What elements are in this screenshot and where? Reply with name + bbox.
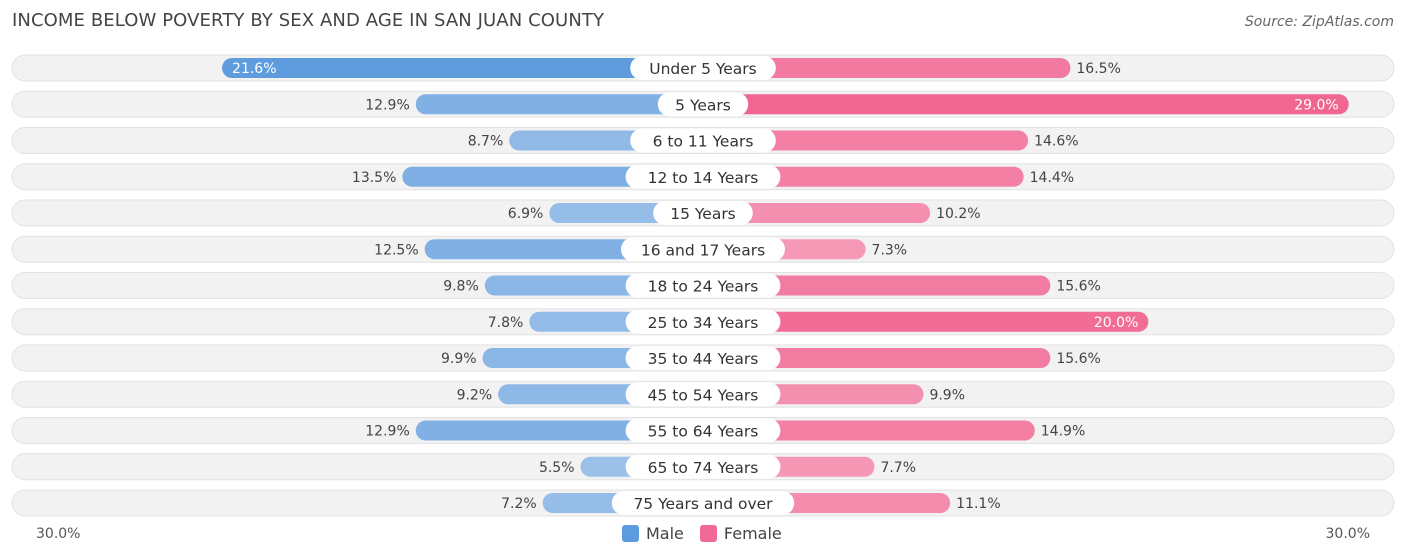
- bar-female: [703, 275, 1051, 296]
- bar-female: [703, 203, 931, 223]
- value-label-female: 15.6%: [1056, 351, 1100, 367]
- value-label-male: 9.9%: [441, 351, 477, 367]
- value-label-male: 9.8%: [443, 279, 479, 295]
- category-pill: [625, 418, 781, 443]
- bar-male: [415, 94, 703, 115]
- category-pill: [630, 56, 776, 80]
- category-pill: [611, 491, 795, 515]
- value-label-female: 20.0%: [1094, 315, 1138, 331]
- chart-title: INCOME BELOW POVERTY BY SEX AND AGE IN S…: [12, 10, 605, 31]
- legend-swatch-female: [699, 525, 717, 542]
- value-label-male: 7.8%: [488, 315, 524, 331]
- bar-female: [703, 94, 1349, 115]
- category-label: 16 and 17 Years: [641, 241, 765, 259]
- bar-female: [703, 420, 1035, 441]
- category-pill: [653, 201, 753, 225]
- legend-item-male: Male: [622, 524, 684, 543]
- value-label-female: 7.3%: [872, 242, 908, 258]
- source-label: Source: ZipAtlas.com: [1244, 14, 1394, 30]
- value-label-male: 12.5%: [374, 242, 418, 258]
- bar-male: [222, 58, 704, 78]
- value-label-female: 10.2%: [936, 206, 980, 222]
- category-label: 65 to 74 Years: [648, 459, 759, 477]
- category-label: 35 to 44 Years: [648, 350, 759, 368]
- bar-female: [703, 348, 1051, 368]
- value-label-female: 14.6%: [1034, 134, 1078, 150]
- bar-female: [703, 130, 1029, 151]
- value-label-female: 15.6%: [1056, 279, 1100, 295]
- value-label-male: 5.5%: [539, 460, 575, 476]
- category-pill: [657, 92, 749, 117]
- legend-label-male: Male: [646, 524, 684, 543]
- category-label: Under 5 Years: [649, 60, 757, 78]
- category-label: 18 to 24 Years: [648, 278, 759, 296]
- legend: Male Female: [622, 524, 798, 543]
- category-pill: [625, 309, 781, 334]
- value-label-male: 12.9%: [365, 97, 409, 113]
- category-label: 6 to 11 Years: [653, 133, 754, 151]
- value-label-male: 9.2%: [457, 387, 493, 403]
- value-label-male: 8.7%: [468, 134, 504, 150]
- category-label: 55 to 64 Years: [648, 423, 759, 441]
- bar-female: [703, 58, 1071, 78]
- value-label-female: 16.5%: [1076, 61, 1120, 77]
- category-pill: [625, 273, 781, 298]
- category-label: 12 to 14 Years: [648, 169, 759, 187]
- value-label-female: 11.1%: [956, 496, 1000, 512]
- value-label-female: 14.4%: [1030, 170, 1074, 186]
- category-label: 45 to 54 Years: [648, 386, 759, 404]
- value-label-male: 12.9%: [365, 424, 409, 440]
- bar-female: [703, 311, 1149, 332]
- category-label: 5 Years: [675, 96, 731, 114]
- bar-female: [703, 166, 1024, 187]
- legend-item-female: Female: [699, 524, 782, 543]
- legend-label-female: Female: [723, 524, 782, 543]
- value-label-male: 21.6%: [232, 61, 276, 77]
- category-label: 15 Years: [670, 205, 736, 223]
- value-label-male: 6.9%: [508, 206, 544, 222]
- value-label-female: 9.9%: [929, 387, 965, 403]
- legend-swatch-male: [622, 525, 639, 542]
- value-label-female: 14.9%: [1041, 424, 1085, 440]
- value-label-female: 29.0%: [1294, 97, 1338, 113]
- category-pill: [625, 164, 781, 189]
- category-label: 25 to 34 Years: [648, 314, 759, 332]
- value-label-male: 7.2%: [501, 496, 537, 512]
- category-pill: [625, 454, 781, 479]
- axis-left-label: 30.0%: [36, 526, 81, 542]
- category-pill: [625, 382, 781, 407]
- poverty-chart: 21.6% 16.5% Under 5 Years 12.9% 29.0% 5 Years…: [11, 54, 1395, 517]
- axis-right-label: 30.0%: [1325, 526, 1370, 542]
- value-label-female: 7.7%: [880, 460, 916, 476]
- category-pill: [625, 346, 781, 370]
- value-label-male: 13.5%: [352, 170, 396, 186]
- category-pill: [621, 237, 785, 262]
- category-label: 75 Years and over: [633, 495, 773, 513]
- category-pill: [630, 128, 776, 153]
